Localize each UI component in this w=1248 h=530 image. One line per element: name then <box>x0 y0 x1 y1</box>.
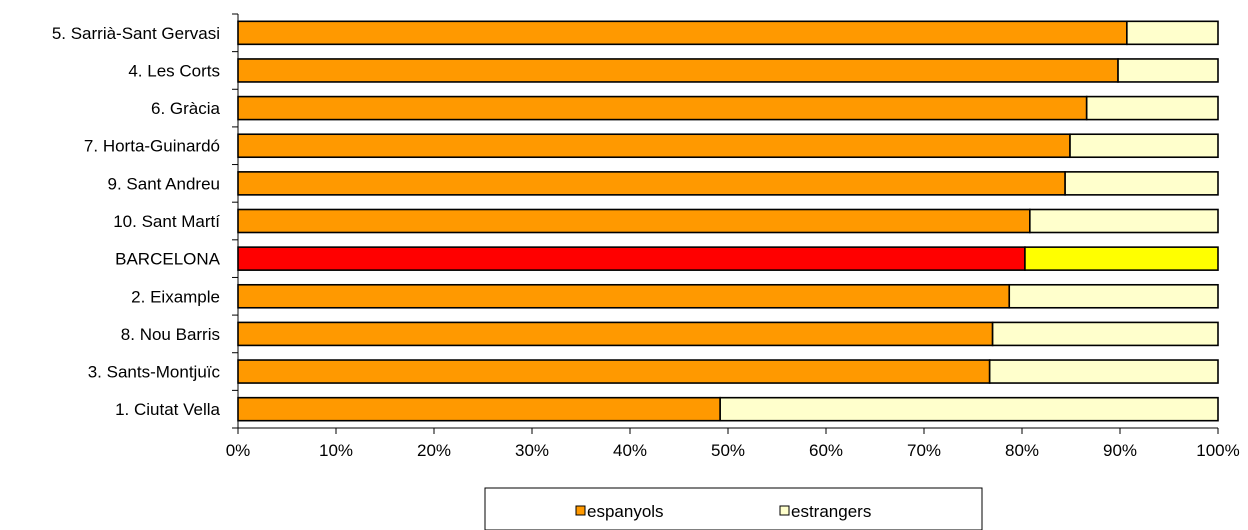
bar-espanyols-10-sant-marti <box>237 208 1031 234</box>
bar-espanyols-barcelona <box>237 246 1026 271</box>
x-tick-label: 90% <box>1103 441 1137 460</box>
category-label: 8. Nou Barris <box>121 325 220 344</box>
legend-label-estrangers: estrangers <box>791 502 871 521</box>
x-tick-label: 70% <box>907 441 941 460</box>
bar-estrangers-9-sant-andreu <box>1064 171 1219 196</box>
category-label: 3. Sants-Montjuïc <box>88 363 221 382</box>
bar-estrangers-barcelona <box>1024 246 1219 271</box>
bar-espanyols-7-horta-guinardo <box>237 133 1071 159</box>
bar-estrangers-7-horta-guinardo <box>1069 133 1219 159</box>
category-label: 10. Sant Martí <box>113 212 220 231</box>
bar-estrangers-6-gracia <box>1085 95 1219 121</box>
bar-espanyols-6-gracia <box>237 95 1088 121</box>
x-tick-label: 60% <box>809 441 843 460</box>
bar-espanyols-9-sant-andreu <box>237 171 1066 196</box>
legend-swatch-espanyols <box>575 505 586 516</box>
legend-label-espanyols: espanyols <box>587 502 664 521</box>
bar-espanyols-1-ciutat-vella <box>237 396 721 422</box>
bar-espanyols-8-nou-barris <box>237 321 994 347</box>
x-tick-label: 100% <box>1196 441 1239 460</box>
bars-layer <box>237 20 1219 422</box>
x-tick-label: 20% <box>417 441 451 460</box>
bar-estrangers-5-sarria-sant-gervasi <box>1126 20 1219 46</box>
axis-layer: 5. Sarrià-Sant Gervasi 4. Les Corts 6. Grà… <box>52 13 1240 460</box>
bar-estrangers-4-les-corts <box>1117 58 1219 83</box>
legend-swatch-estrangers <box>779 505 790 516</box>
bar-espanyols-4-les-corts <box>237 58 1119 83</box>
bar-espanyols-3-sants-montjuic <box>237 359 991 384</box>
bar-estrangers-1-ciutat-vella <box>719 396 1219 422</box>
category-label: 6. Gràcia <box>151 99 221 118</box>
bar-estrangers-8-nou-barris <box>991 321 1219 347</box>
x-tick-label: 10% <box>319 441 353 460</box>
category-label: BARCELONA <box>115 250 221 269</box>
category-label: 9. Sant Andreu <box>108 174 220 193</box>
bar-estrangers-10-sant-marti <box>1029 208 1219 234</box>
x-tick-label: 40% <box>613 441 647 460</box>
category-label: 7. Horta-Guinardó <box>84 137 220 156</box>
x-tick-label: 80% <box>1005 441 1039 460</box>
bar-estrangers-2-eixample <box>1008 283 1219 309</box>
category-label: 2. Eixample <box>131 287 220 306</box>
bar-estrangers-3-sants-montjuic <box>988 359 1219 384</box>
legend-box <box>484 487 983 530</box>
category-label: 1. Ciutat Vella <box>115 400 220 419</box>
bar-espanyols-2-eixample <box>237 283 1011 309</box>
category-label: 4. Les Corts <box>128 61 220 80</box>
legend: espanyols estrangers <box>484 487 983 530</box>
x-tick-label: 50% <box>711 441 745 460</box>
bar-espanyols-5-sarria-sant-gervasi <box>237 20 1128 46</box>
x-tick-label: 0% <box>226 441 251 460</box>
category-label: 5. Sarrià-Sant Gervasi <box>52 24 220 43</box>
x-tick-label: 30% <box>515 441 549 460</box>
